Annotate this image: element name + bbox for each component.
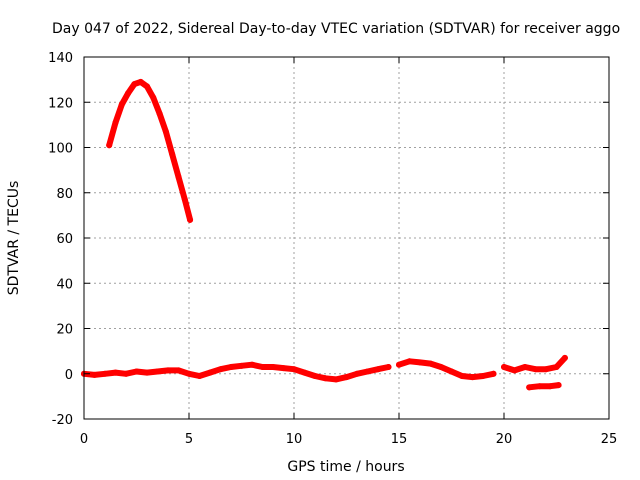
data-point — [207, 369, 213, 376]
data-point — [501, 363, 507, 370]
data-point — [375, 366, 381, 373]
data-point — [322, 375, 329, 382]
data-point — [543, 366, 549, 373]
data-point — [112, 369, 119, 376]
y-tick-label: 20 — [56, 323, 73, 338]
y-tick-label: 0 — [65, 368, 73, 383]
chart-title: Day 047 of 2022, Sidereal Day-to-day VTE… — [52, 21, 620, 37]
x-axis: 0 5 10 15 20 25 — [80, 57, 617, 447]
data-point — [270, 363, 276, 370]
data-point — [217, 366, 224, 373]
data-point — [522, 363, 528, 370]
data-point — [547, 383, 554, 390]
data-point — [427, 360, 434, 367]
x-tick-label: 15 — [391, 432, 408, 447]
y-axis: -20 0 20 40 60 80 100 120 140 — [48, 51, 609, 428]
grid — [84, 57, 609, 419]
y-tick-label: 80 — [56, 187, 73, 202]
data-point — [561, 354, 568, 361]
x-tick-label: 0 — [80, 432, 88, 447]
data-point — [438, 363, 444, 370]
data-point — [385, 363, 392, 370]
y-tick-label: 140 — [48, 51, 73, 66]
data-point — [536, 383, 543, 390]
series-line-3 — [396, 358, 497, 381]
data-point — [175, 173, 182, 180]
data-point — [249, 361, 255, 368]
data-point — [469, 374, 476, 381]
data-point — [133, 368, 140, 375]
data-point — [123, 370, 129, 377]
series-line-2 — [81, 361, 392, 383]
y-tick-label: 40 — [56, 277, 73, 292]
x-tick-label: 25 — [601, 432, 618, 447]
data-point — [354, 370, 360, 377]
data-point — [186, 370, 192, 377]
data-point — [333, 376, 339, 383]
data-point — [169, 151, 176, 158]
data-point — [112, 119, 119, 126]
data-point — [137, 78, 144, 85]
data-point — [280, 365, 287, 372]
data-point — [555, 382, 562, 389]
data-point — [102, 370, 108, 377]
data-point — [406, 358, 413, 365]
data-point — [448, 368, 455, 375]
series-group — [81, 78, 568, 391]
data-point — [238, 362, 245, 369]
data-point — [459, 373, 465, 380]
data-point — [106, 142, 113, 149]
x-axis-label: GPS time / hours — [287, 459, 404, 475]
data-point — [343, 374, 350, 381]
y-tick-label: 60 — [56, 232, 73, 247]
data-point — [175, 367, 182, 374]
data-point — [154, 368, 161, 375]
data-point — [364, 368, 371, 375]
data-point — [181, 196, 188, 203]
data-point — [150, 94, 157, 101]
data-point — [228, 363, 234, 370]
data-point — [553, 363, 560, 370]
y-tick-label: 100 — [48, 142, 73, 157]
x-tick-label: 20 — [496, 432, 513, 447]
data-point — [480, 373, 486, 380]
data-point — [291, 366, 297, 373]
data-point — [526, 384, 533, 391]
data-point — [511, 367, 518, 374]
x-tick-label: 5 — [185, 432, 193, 447]
data-point — [91, 371, 98, 378]
data-point — [301, 369, 308, 376]
series-line-5 — [526, 382, 562, 391]
data-point — [118, 101, 125, 108]
data-point — [312, 373, 318, 380]
y-tick-label: -20 — [52, 413, 73, 428]
data-point — [125, 90, 132, 97]
data-point — [131, 81, 138, 88]
data-point — [532, 366, 539, 373]
y-axis-label: SDTVAR / TECUs — [6, 181, 22, 296]
data-point — [165, 367, 171, 374]
data-point — [196, 373, 203, 380]
data-point — [144, 369, 150, 376]
data-point — [490, 370, 497, 377]
data-point — [187, 216, 194, 223]
data-point — [162, 128, 169, 135]
data-point — [144, 83, 150, 90]
data-point — [259, 363, 266, 370]
x-tick-label: 10 — [286, 432, 303, 447]
y-tick-label: 120 — [48, 96, 73, 111]
data-point — [156, 110, 163, 117]
data-point — [396, 361, 402, 368]
data-point — [417, 359, 423, 366]
